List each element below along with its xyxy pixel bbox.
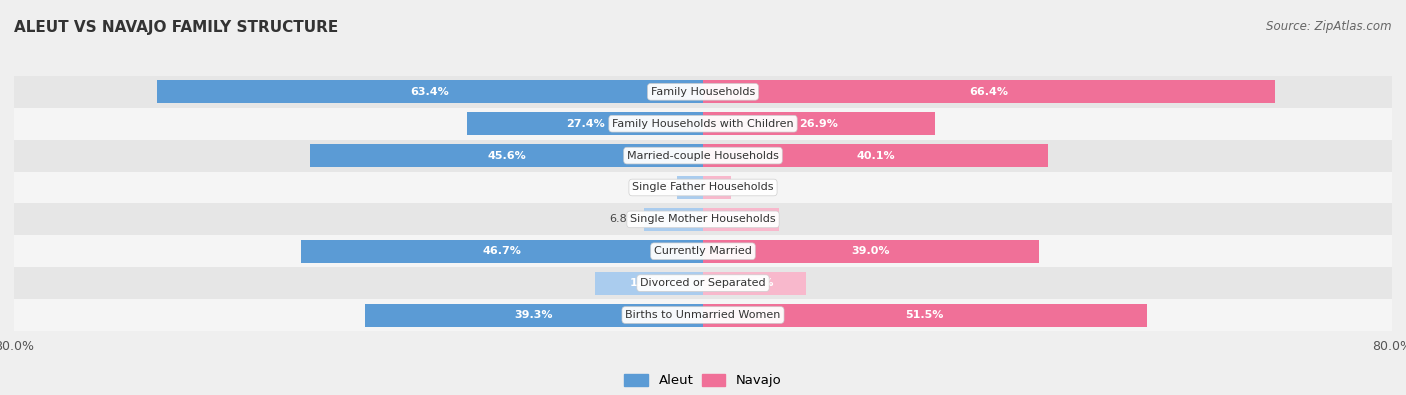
Bar: [703, 144, 1049, 167]
Text: 45.6%: 45.6%: [488, 150, 526, 161]
Text: 40.1%: 40.1%: [856, 150, 896, 161]
Text: 12.0%: 12.0%: [735, 278, 773, 288]
Bar: [14, 76, 1392, 108]
Text: 51.5%: 51.5%: [905, 310, 943, 320]
Text: 39.3%: 39.3%: [515, 310, 553, 320]
Bar: [14, 267, 1392, 299]
Bar: [364, 303, 703, 327]
Bar: [14, 171, 1392, 203]
Text: Single Father Households: Single Father Households: [633, 182, 773, 192]
Text: Divorced or Separated: Divorced or Separated: [640, 278, 766, 288]
Bar: [703, 272, 807, 295]
Bar: [14, 203, 1392, 235]
Text: 27.4%: 27.4%: [565, 119, 605, 129]
Text: 66.4%: 66.4%: [969, 87, 1008, 97]
Bar: [14, 235, 1392, 267]
Text: 46.7%: 46.7%: [482, 246, 522, 256]
Bar: [157, 80, 703, 103]
Text: 63.4%: 63.4%: [411, 87, 450, 97]
Text: Family Households with Children: Family Households with Children: [612, 119, 794, 129]
Text: Married-couple Households: Married-couple Households: [627, 150, 779, 161]
Legend: Aleut, Navajo: Aleut, Navajo: [624, 374, 782, 387]
Bar: [14, 299, 1392, 331]
Text: 8.8%: 8.8%: [725, 214, 756, 224]
Bar: [14, 140, 1392, 171]
Text: 39.0%: 39.0%: [852, 246, 890, 256]
Bar: [703, 303, 1146, 327]
Text: Single Mother Households: Single Mother Households: [630, 214, 776, 224]
Text: Source: ZipAtlas.com: Source: ZipAtlas.com: [1267, 20, 1392, 33]
Bar: [703, 176, 731, 199]
Bar: [301, 240, 703, 263]
Bar: [14, 108, 1392, 140]
Text: 3.0%: 3.0%: [643, 182, 671, 192]
Text: ALEUT VS NAVAJO FAMILY STRUCTURE: ALEUT VS NAVAJO FAMILY STRUCTURE: [14, 20, 339, 35]
Text: 26.9%: 26.9%: [800, 119, 838, 129]
Bar: [595, 272, 703, 295]
Bar: [703, 208, 779, 231]
Bar: [703, 112, 935, 135]
Text: Family Households: Family Households: [651, 87, 755, 97]
Bar: [703, 240, 1039, 263]
Bar: [467, 112, 703, 135]
Bar: [678, 176, 703, 199]
Text: Births to Unmarried Women: Births to Unmarried Women: [626, 310, 780, 320]
Bar: [311, 144, 703, 167]
Text: 6.8%: 6.8%: [609, 214, 637, 224]
Bar: [703, 80, 1275, 103]
Text: 12.5%: 12.5%: [630, 278, 668, 288]
Text: Currently Married: Currently Married: [654, 246, 752, 256]
Text: 3.2%: 3.2%: [738, 182, 766, 192]
Bar: [644, 208, 703, 231]
